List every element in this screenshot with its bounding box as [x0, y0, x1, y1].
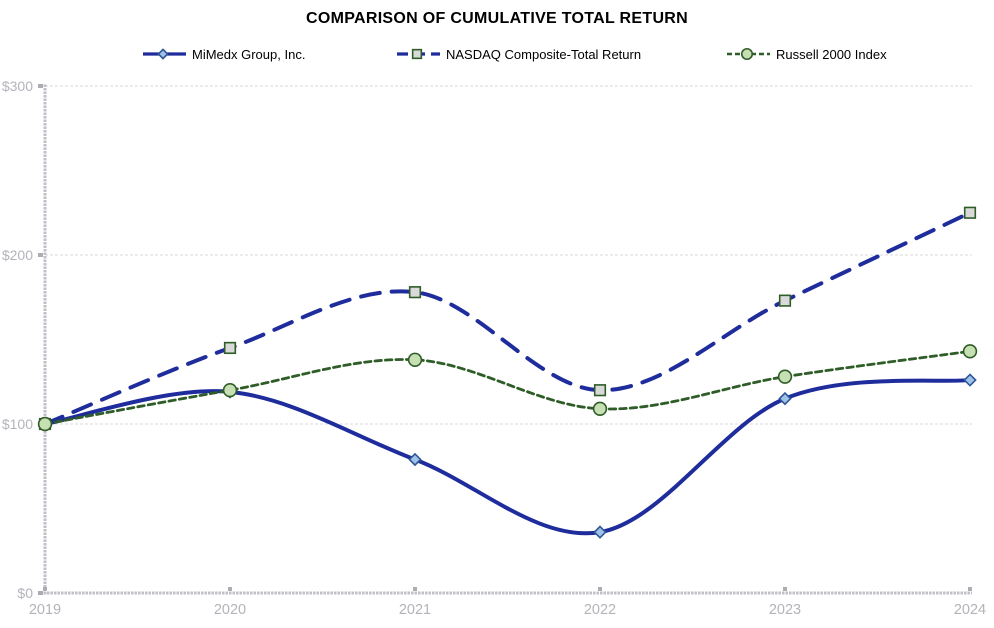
- legend-swatch-russell-icon: [726, 47, 772, 61]
- legend-swatch-svg-mimedx: [143, 48, 186, 60]
- marker-mimedx-2021: [408, 452, 422, 467]
- y-tick-$300: [38, 84, 43, 88]
- legend-swatch-svg-russell: [727, 47, 770, 61]
- series-line-nasdaq: [43, 210, 972, 426]
- legend-item-mimedx: MiMedx Group, Inc.: [142, 46, 305, 62]
- legend-item-russell: Russell 2000 Index: [726, 46, 887, 62]
- legend-label-russell: Russell 2000 Index: [776, 46, 887, 62]
- marker-russell-2019: [37, 416, 53, 432]
- y-tick-label-$0: $0: [17, 585, 33, 601]
- legend-label-mimedx: MiMedx Group, Inc.: [192, 46, 306, 62]
- marker-nasdaq-2023: [778, 294, 792, 307]
- y-tick-$200: [38, 253, 43, 257]
- x-tick-label-2023: 2023: [769, 602, 801, 618]
- legend-label-nasdaq: NASDAQ Composite-Total Return: [446, 46, 642, 62]
- marker-nasdaq-2022: [593, 384, 607, 397]
- x-tick-label-2022: 2022: [584, 602, 616, 618]
- marker-nasdaq-2021: [408, 286, 422, 299]
- y-tick-label-$200: $200: [2, 247, 33, 263]
- marker-russell-2024: [962, 344, 978, 359]
- x-tick-2024: [968, 587, 972, 591]
- marker-nasdaq-2020: [223, 341, 237, 355]
- x-tick-2021: [413, 587, 417, 591]
- series-line-mimedx: [43, 378, 972, 536]
- chart-title: COMPARISON OF CUMULATIVE TOTAL RETURN: [305, 10, 689, 27]
- marker-mimedx-2022: [593, 525, 607, 539]
- y-tick-$0: [38, 591, 43, 595]
- x-tick-2022: [598, 587, 602, 591]
- marker-russell-2023: [777, 369, 793, 384]
- x-tick-label-2021: 2021: [399, 602, 431, 618]
- marker-russell-2022: [592, 401, 608, 416]
- y-tick-label-$100: $100: [2, 416, 33, 432]
- x-tick-2019: [43, 587, 47, 591]
- x-tick-2023: [783, 587, 787, 591]
- x-tick-2020: [228, 587, 232, 591]
- marker-russell-2021: [407, 352, 423, 367]
- series-russell: [37, 344, 978, 432]
- y-tick-label-$300: $300: [2, 78, 33, 94]
- legend-item-nasdaq: NASDAQ Composite-Total Return: [396, 46, 641, 62]
- x-tick-label-2019: 2019: [29, 602, 61, 618]
- series-line-russell: [43, 349, 972, 426]
- legend-swatch-nasdaq-icon: [396, 47, 442, 61]
- marker-russell-2020: [222, 383, 238, 398]
- legend-swatch-mimedx-icon: [142, 47, 188, 61]
- legend-marker-nasdaq: [411, 48, 423, 60]
- x-tick-label-2024: 2024: [954, 602, 986, 618]
- legend-swatch-svg-nasdaq: [397, 48, 440, 60]
- series-nasdaq: [38, 206, 977, 431]
- legend-marker-mimedx: [157, 48, 169, 60]
- legend-marker-russell: [740, 47, 754, 61]
- marker-mimedx-2024: [963, 373, 977, 387]
- marker-nasdaq-2024: [963, 206, 977, 219]
- marker-mimedx-2023: [778, 391, 792, 406]
- x-tick-label-2020: 2020: [214, 602, 246, 618]
